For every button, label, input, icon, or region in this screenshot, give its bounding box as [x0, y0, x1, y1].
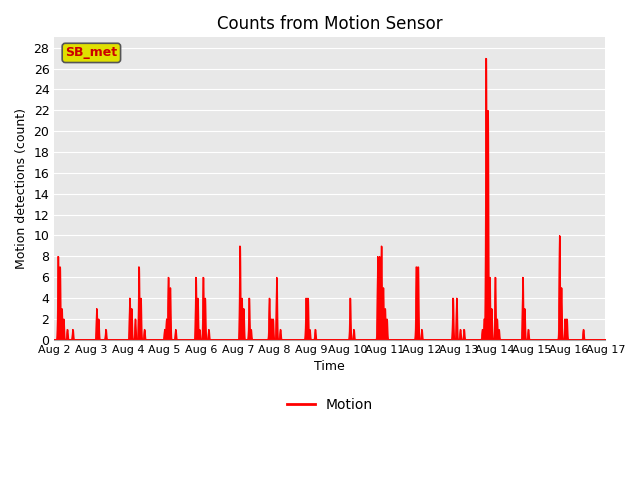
X-axis label: Time: Time: [314, 360, 345, 373]
Y-axis label: Motion detections (count): Motion detections (count): [15, 108, 28, 269]
Title: Counts from Motion Sensor: Counts from Motion Sensor: [217, 15, 443, 33]
Legend: Motion: Motion: [281, 392, 378, 418]
Text: SB_met: SB_met: [65, 47, 117, 60]
